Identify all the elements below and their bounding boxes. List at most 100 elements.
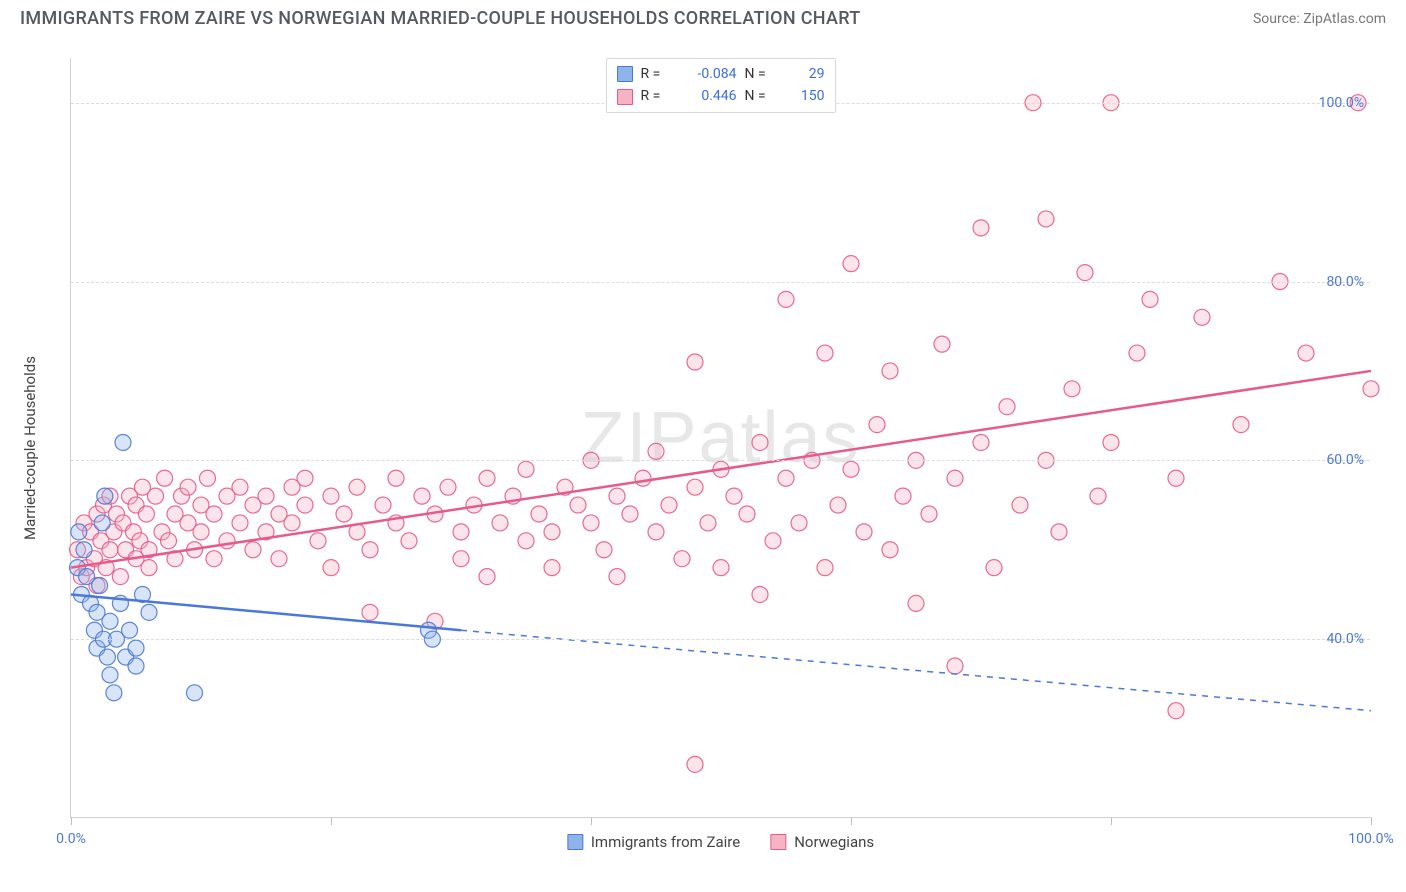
n-value-norwegians: 150	[785, 85, 825, 107]
y-tick-label: 80.0%	[1326, 274, 1364, 290]
swatch-norwegians	[770, 834, 786, 850]
scatter-point	[973, 434, 989, 450]
scatter-point	[122, 622, 138, 638]
scatter-point	[882, 363, 898, 379]
regression-line	[71, 371, 1371, 568]
y-tick-label: 60.0%	[1326, 452, 1364, 468]
scatter-point	[726, 488, 742, 504]
scatter-point	[375, 497, 391, 513]
scatter-point	[336, 506, 352, 522]
scatter-point	[609, 569, 625, 585]
scatter-point	[570, 497, 586, 513]
source-label: Source: ZipAtlas.com	[1253, 11, 1386, 27]
scatter-point	[1103, 434, 1119, 450]
scatter-point	[986, 560, 1002, 576]
r-value-zaire: -0.084	[681, 63, 737, 85]
scatter-point	[765, 533, 781, 549]
scatter-point	[193, 524, 209, 540]
x-tick	[71, 817, 72, 825]
scatter-point	[492, 515, 508, 531]
scatter-point	[1012, 497, 1028, 513]
scatter-point	[934, 336, 950, 352]
scatter-point	[687, 479, 703, 495]
scatter-point	[778, 470, 794, 486]
scatter-point	[245, 542, 261, 558]
scatter-point	[200, 470, 216, 486]
scatter-point	[1129, 345, 1145, 361]
r-label: R =	[641, 63, 673, 85]
scatter-point	[323, 560, 339, 576]
scatter-point	[115, 434, 131, 450]
scatter-point	[661, 497, 677, 513]
scatter-point	[92, 578, 108, 594]
scatter-point	[453, 551, 469, 567]
scatter-point	[76, 542, 92, 558]
scatter-point	[635, 470, 651, 486]
scatter-point	[1233, 417, 1249, 433]
scatter-point	[388, 470, 404, 486]
scatter-point	[94, 515, 110, 531]
scatter-point	[128, 658, 144, 674]
scatter-point	[739, 506, 755, 522]
scatter-point	[908, 595, 924, 611]
r-value-norwegians: 0.446	[681, 85, 737, 107]
scatter-point	[648, 524, 664, 540]
legend-row-norwegians: R = 0.446 N = 150	[617, 85, 825, 107]
scatter-point	[752, 434, 768, 450]
scatter-point	[1090, 488, 1106, 504]
y-tick-label: 40.0%	[1326, 631, 1364, 647]
scatter-point	[869, 417, 885, 433]
x-tick-label: 100.0%	[1348, 831, 1393, 847]
scatter-point	[1077, 265, 1093, 281]
swatch-zaire	[617, 66, 633, 82]
scatter-point	[141, 604, 157, 620]
x-tick-label: 0.0%	[56, 831, 86, 847]
scatter-point	[141, 560, 157, 576]
legend-row-zaire: R = -0.084 N = 29	[617, 63, 825, 85]
plot-svg	[71, 58, 1370, 817]
scatter-point	[1363, 381, 1379, 397]
scatter-point	[843, 461, 859, 477]
scatter-point	[830, 497, 846, 513]
scatter-point	[544, 524, 560, 540]
scatter-point	[161, 533, 177, 549]
x-tick	[851, 817, 852, 825]
scatter-point	[440, 479, 456, 495]
gridline	[71, 282, 1370, 283]
scatter-point	[258, 488, 274, 504]
swatch-norwegians	[617, 89, 633, 105]
gridline	[71, 460, 1370, 461]
scatter-point	[102, 667, 118, 683]
regression-line-extrapolated	[461, 630, 1371, 710]
scatter-point	[232, 515, 248, 531]
scatter-point	[362, 604, 378, 620]
scatter-point	[148, 488, 164, 504]
scatter-point	[310, 533, 326, 549]
scatter-point	[518, 533, 534, 549]
legend-item-zaire: Immigrants from Zaire	[567, 833, 740, 851]
scatter-point	[297, 497, 313, 513]
scatter-point	[206, 551, 222, 567]
legend-label: Norwegians	[794, 833, 874, 851]
scatter-point	[609, 488, 625, 504]
n-label: N =	[745, 85, 777, 107]
scatter-point	[648, 443, 664, 459]
scatter-point	[1194, 309, 1210, 325]
n-value-zaire: 29	[785, 63, 825, 85]
scatter-point	[106, 685, 122, 701]
scatter-point	[1064, 381, 1080, 397]
scatter-point	[112, 569, 128, 585]
scatter-point	[138, 506, 154, 522]
scatter-point	[700, 515, 716, 531]
scatter-point	[219, 533, 235, 549]
scatter-point	[791, 515, 807, 531]
scatter-point	[362, 542, 378, 558]
scatter-point	[882, 542, 898, 558]
scatter-point	[544, 560, 560, 576]
scatter-point	[687, 354, 703, 370]
scatter-point	[232, 479, 248, 495]
scatter-point	[180, 479, 196, 495]
scatter-point	[518, 461, 534, 477]
scatter-point	[674, 551, 690, 567]
scatter-point	[947, 658, 963, 674]
